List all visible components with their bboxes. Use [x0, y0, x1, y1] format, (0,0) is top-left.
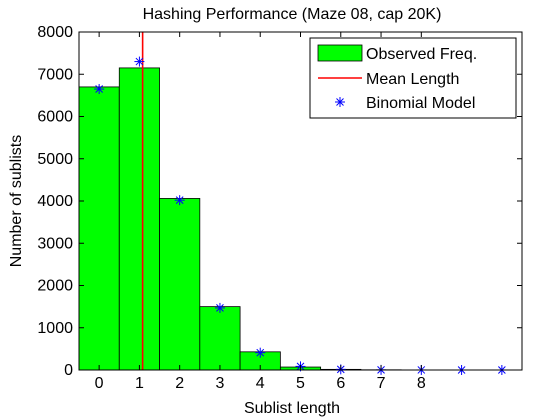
binomial-point-1	[134, 56, 145, 67]
bar-0	[78, 86, 120, 371]
y-tick-label: 6000	[37, 109, 73, 126]
bar-3	[199, 306, 241, 371]
x-tick-label: 2	[175, 375, 184, 392]
legend: Observed Freq. Mean Length Binomial Model	[309, 37, 517, 119]
y-tick-label: 2000	[37, 278, 73, 295]
x-tick-label: 4	[256, 375, 265, 392]
legend-label: Mean Length	[366, 71, 459, 88]
legend-label: Binomial Model	[366, 95, 475, 112]
binomial-point-2	[174, 195, 185, 206]
y-tick-label: 4000	[37, 193, 73, 210]
binomial-point-4	[255, 347, 266, 358]
x-tick-label: 3	[216, 375, 225, 392]
binomial-point-3	[214, 302, 225, 313]
bar-2	[159, 198, 201, 371]
x-tick-label: 6	[336, 375, 345, 392]
y-tick-label: 0	[64, 362, 73, 379]
x-tick-label: 1	[135, 375, 144, 392]
x-tick-label: 7	[377, 375, 386, 392]
x-tick-label: 5	[296, 375, 305, 392]
legend-swatch-observed	[317, 44, 363, 62]
legend-swatch-binomial	[335, 97, 345, 107]
x-tick-label: 8	[417, 375, 426, 392]
ticks-group: 0 1000 2000 3000 4000 5000 6000 7000 8000 0 1 2 3 4 5 6…	[37, 24, 522, 392]
y-tick-label: 7000	[37, 66, 73, 83]
y-tick-label: 3000	[37, 235, 73, 252]
y-tick-label: 1000	[37, 320, 73, 337]
chart-title: Hashing Performance (Maze 08, cap 20K)	[143, 6, 442, 23]
legend-label: Observed Freq.	[366, 46, 477, 63]
y-tick-label: 8000	[37, 24, 73, 41]
x-tick-label: 0	[95, 375, 104, 392]
y-axis-title: Number of sublists	[8, 135, 25, 268]
binomial-point-0	[94, 84, 105, 95]
x-axis-title: Sublist length	[244, 400, 340, 417]
bar-1	[118, 67, 160, 371]
y-tick-label: 5000	[37, 151, 73, 168]
